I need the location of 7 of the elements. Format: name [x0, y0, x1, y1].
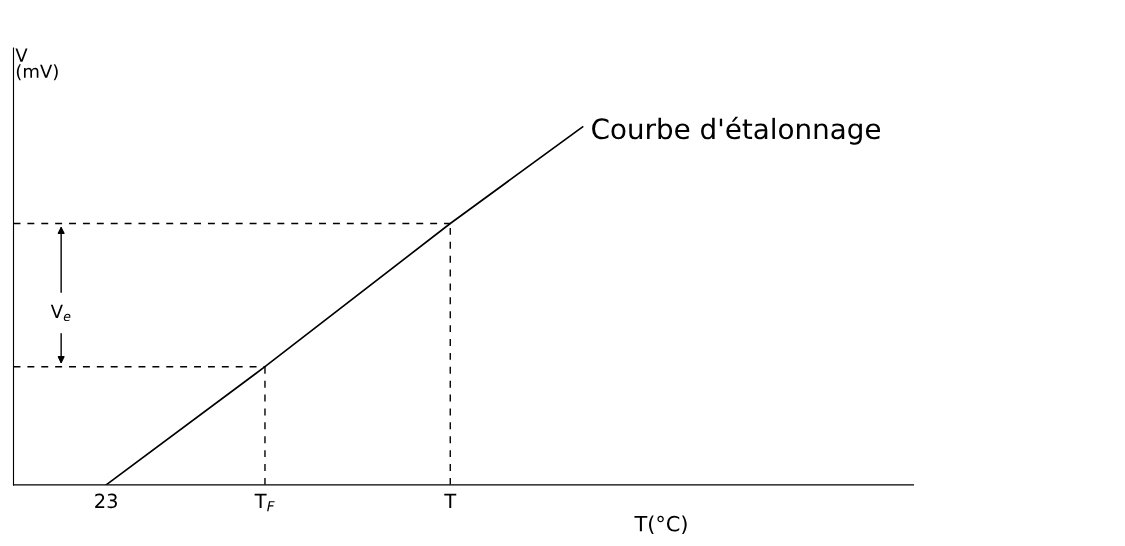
- annotation: V$_{e}$: [50, 304, 71, 322]
- x-tick-label: 23: [95, 493, 117, 509]
- x-axis-title: T(°C): [634, 515, 687, 534]
- x-tick-label: T: [444, 493, 457, 508]
- y-axis-title: V (mV): [15, 48, 58, 81]
- x-tick-label: T$_{F}$: [254, 493, 275, 512]
- series-label: Courbe d'étalonnage: [592, 116, 880, 145]
